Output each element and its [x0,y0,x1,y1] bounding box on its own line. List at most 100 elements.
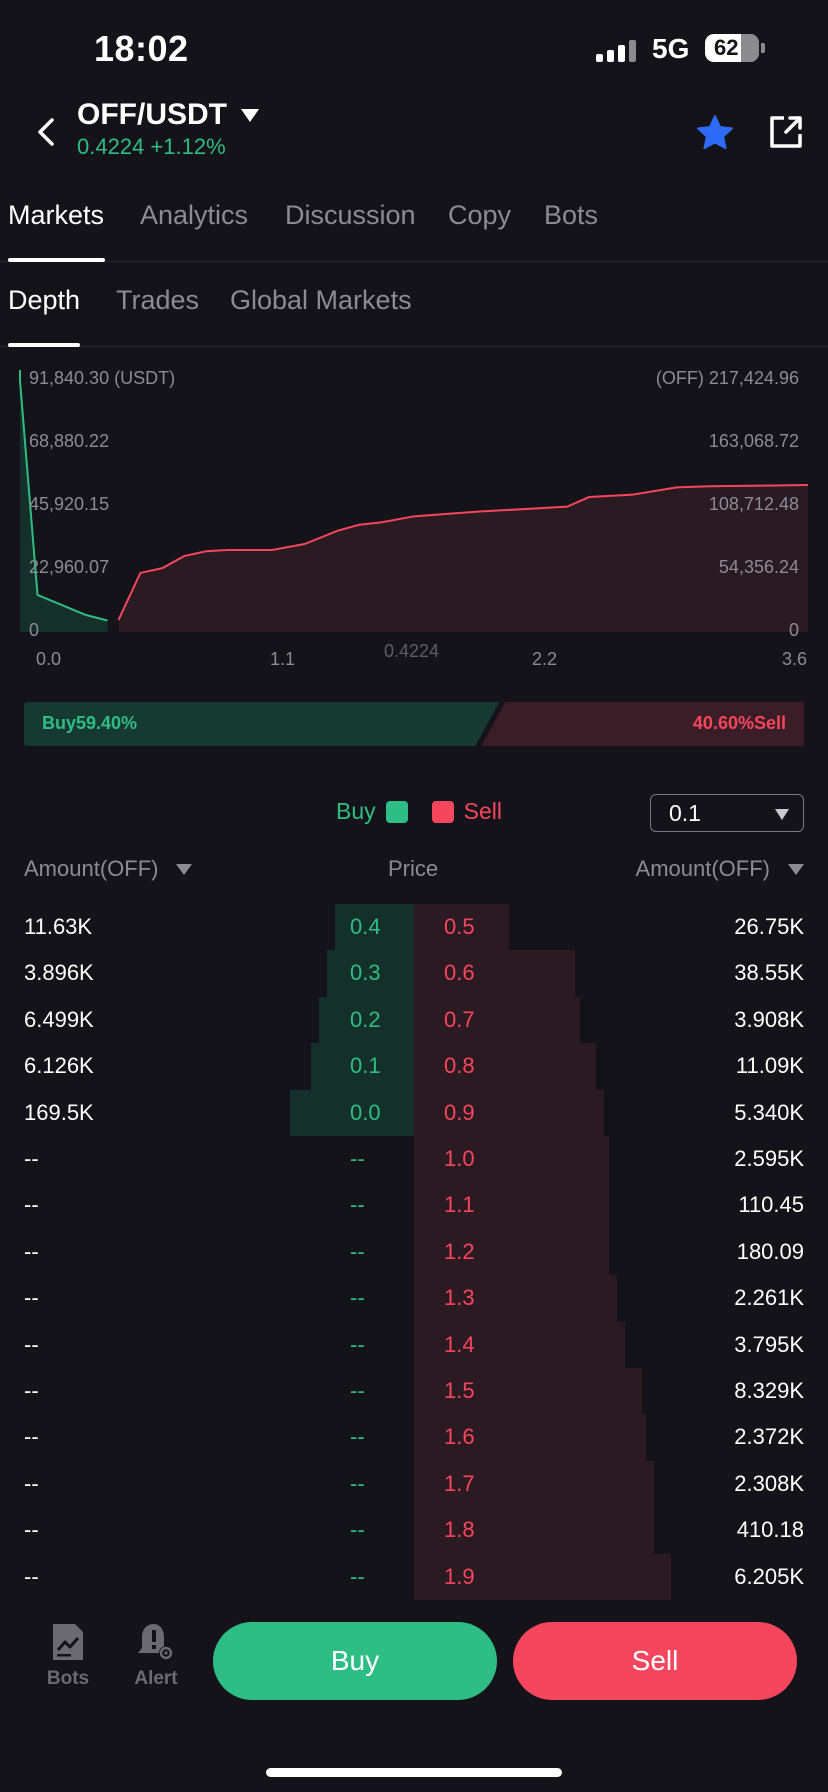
ask-depth-bar [414,1089,605,1136]
ask-depth-bar [414,1136,609,1183]
orderbook-row[interactable]: -- -- 1.9 6.205K [0,1553,828,1600]
orderbook-row[interactable]: 11.63K 0.4 0.5 26.75K [0,904,828,951]
sell-button[interactable]: Sell [513,1622,797,1700]
bots-label: Bots [46,1668,90,1689]
ask-price: 0.6 [444,960,475,986]
cellular-signal-icon [596,38,636,62]
ask-depth-bar [414,950,576,997]
orderbook-row[interactable]: -- -- 1.5 8.329K [0,1368,828,1415]
bid-price: -- [350,1285,365,1311]
depth-left-max: 91,840.30 (USDT) [29,368,176,388]
ask-amount: 2.372K [734,1424,804,1450]
ask-amount: 26.75K [734,914,804,939]
buy-square-icon[interactable] [385,800,408,823]
bid-amount: -- [24,1192,39,1218]
precision-value: 0.1 [669,800,701,826]
bottom-action-bar: Bots Alert Buy Sell [0,1600,828,1792]
bid-price: -- [350,1192,365,1218]
orderbook-row[interactable]: 169.5K 0.0 0.9 5.340K [0,1089,828,1136]
bid-price: 0.4 [350,914,381,939]
battery-level: 62 [714,35,739,60]
orderbook-row[interactable]: 6.126K 0.1 0.8 11.09K [0,1043,828,1090]
sell-ratio-label: 40.60%Sell [692,713,786,733]
orderbook-row[interactable]: -- -- 1.0 2.595K [0,1136,828,1183]
sell-ratio-fill [481,702,804,746]
ask-price: 0.5 [444,914,475,939]
share-external-icon[interactable] [766,112,806,152]
precision-select[interactable]: 0.1 [650,794,804,832]
tab-analytics[interactable]: Analytics [140,200,248,262]
orderbook-row[interactable]: -- -- 1.2 180.09 [0,1228,828,1276]
ask-amount: 38.55K [734,960,804,986]
favorite-star-icon[interactable] [694,112,736,154]
bid-depth-bar [310,1043,414,1090]
home-indicator[interactable] [266,1768,562,1777]
buy-ratio-fill [24,702,500,746]
caret-down-icon [241,108,259,122]
orderbook-row[interactable]: -- -- 1.8 410.18 [0,1507,828,1554]
tab-bots[interactable]: Bots [544,200,598,262]
orderbook-row[interactable]: 3.896K 0.3 0.6 38.55K [0,950,828,997]
tab-discussion[interactable]: Discussion [285,200,416,262]
orderbook-row[interactable]: -- -- 1.4 3.795K [0,1321,828,1368]
chevron-down-icon [775,809,789,820]
price-header: Price [388,856,439,881]
tab-markets[interactable]: Markets [8,200,106,262]
depth-chart[interactable]: 91,840.30 (USDT) (OFF) 217,424.96 68,880… [0,360,828,670]
ask-depth-bar [414,1414,646,1461]
tab-copy[interactable]: Copy [448,200,511,262]
legend-buy-label[interactable]: Buy [336,798,376,824]
tab-trades[interactable]: Trades [116,285,199,347]
bid-amount: -- [24,1285,39,1311]
orderbook-row[interactable]: -- -- 1.6 2.372K [0,1414,828,1461]
depth-x-tick: 3.6 [782,649,808,669]
depth-right-tick: 0 [788,620,799,640]
bid-amount-header[interactable]: Amount(OFF) [24,856,193,882]
orderbook-view-toggle: Buy Sell [336,798,502,825]
depth-chart-svg [19,370,809,632]
tab-global-markets[interactable]: Global Markets [230,285,412,347]
ratio-bar-svg [24,702,804,746]
bid-price: 0.0 [350,1099,381,1125]
status-time: 18:02 [94,28,189,69]
ask-depth-bar [414,1460,655,1508]
depth-right-tick: 108,712.48 [708,494,799,514]
bid-amount: -- [24,1563,39,1589]
depth-right-max: (OFF) 217,424.96 [655,368,799,388]
status-bar: 18:02 5G 62 [0,0,828,100]
legend-sell-label[interactable]: Sell [463,798,502,824]
ask-price: 1.2 [444,1238,475,1264]
buy-ratio-label: Buy59.40% [42,713,138,733]
depth-x-tick: 2.2 [532,649,558,669]
back-arrow-icon[interactable] [28,112,68,152]
alert-nav[interactable]: Alert [126,1622,186,1690]
depth-x-tick: 0.0 [36,649,62,669]
ask-price: 1.4 [444,1331,475,1357]
bid-price: 0.1 [350,1053,381,1079]
sell-depth-area [118,484,808,632]
bid-price: -- [350,1146,365,1171]
orderbook: 11.63K 0.4 0.5 26.75K 3.896K 0.3 0.6 38.55K 6.49… [0,904,828,1600]
ask-depth-bar [414,1043,597,1090]
ask-price: 1.1 [444,1192,475,1218]
depth-x-tick: 1.1 [270,649,296,669]
ask-depth-bar [414,1228,609,1276]
orderbook-row[interactable]: -- -- 1.1 110.45 [0,1182,828,1229]
orderbook-row[interactable]: -- -- 1.3 2.261K [0,1275,828,1322]
buy-depth-area [20,370,108,632]
orderbook-row[interactable]: -- -- 1.7 2.308K [0,1460,828,1508]
tab-depth[interactable]: Depth [8,285,81,347]
ask-depth-bar [414,1321,626,1368]
bid-price: -- [350,1331,365,1357]
ask-amount-header[interactable]: Amount(OFF) [636,856,804,882]
bots-nav[interactable]: Bots [38,1622,98,1690]
bid-depth-bar [289,1089,414,1136]
pair-selector[interactable]: OFF/USDT [77,98,259,132]
bid-amount: -- [24,1470,39,1496]
buy-button[interactable]: Buy [213,1622,497,1700]
bid-amount: 6.499K [24,1006,94,1032]
sell-square-icon[interactable] [431,800,454,823]
orderbook-row[interactable]: 6.499K 0.2 0.7 3.908K [0,996,828,1044]
ask-price: 1.7 [444,1470,475,1496]
bid-price: -- [350,1378,365,1403]
